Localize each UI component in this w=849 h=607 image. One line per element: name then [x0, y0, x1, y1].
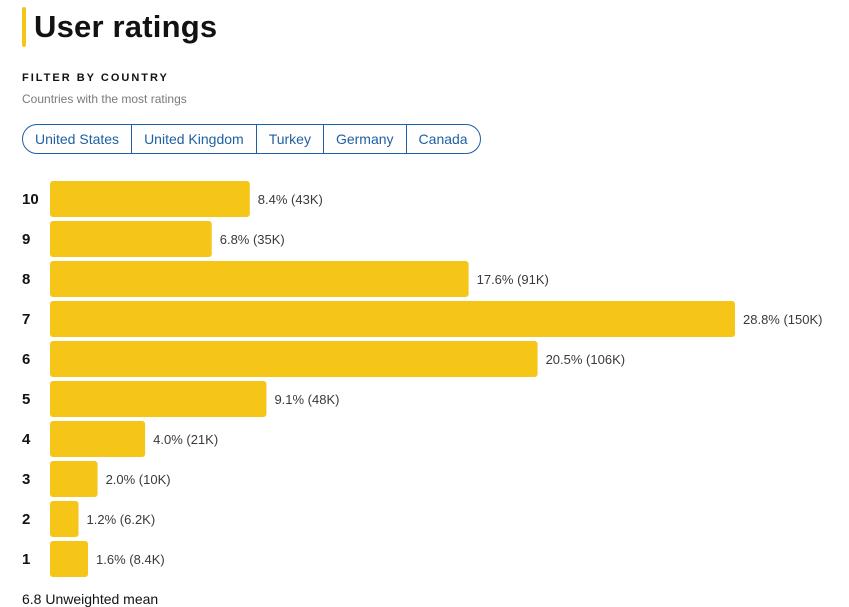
page-title: User ratings — [34, 9, 218, 44]
rating-value-label-6: 20.5% (106K) — [546, 352, 626, 367]
rating-bar-7 — [50, 301, 735, 337]
rating-bar-4 — [50, 421, 146, 457]
rating-value-label-10: 8.4% (43K) — [258, 192, 323, 207]
rating-label-10: 10 — [22, 191, 39, 208]
rating-label-2: 2 — [22, 511, 30, 528]
rating-label-9: 9 — [22, 231, 30, 248]
rating-bar-9 — [50, 221, 212, 257]
country-chip-turkey[interactable]: Turkey — [257, 125, 324, 153]
country-chip-united-kingdom[interactable]: United Kingdom — [132, 125, 257, 153]
rating-bar-8 — [50, 261, 469, 297]
rating-value-label-5: 9.1% (48K) — [274, 392, 339, 407]
country-filter-chips: United States United Kingdom Turkey Germ… — [22, 124, 481, 154]
rating-label-5: 5 — [22, 391, 30, 408]
rating-bar-2 — [50, 501, 79, 537]
rating-value-label-8: 17.6% (91K) — [477, 272, 549, 287]
rating-value-label-2: 1.2% (6.2K) — [87, 512, 156, 527]
section-header: User ratings — [22, 6, 217, 48]
rating-bar-3 — [50, 461, 98, 497]
rating-label-4: 4 — [22, 431, 31, 448]
title-accent-bar — [22, 7, 26, 47]
rating-bar-5 — [50, 381, 267, 417]
filter-subtitle: Countries with the most ratings — [22, 92, 187, 106]
country-chip-canada[interactable]: Canada — [418, 131, 468, 147]
country-chip-united-states[interactable]: United States — [23, 125, 133, 153]
rating-bar-1 — [50, 541, 89, 577]
filter-heading: FILTER BY COUNTRY — [22, 72, 169, 84]
rating-value-label-1: 1.6% (8.4K) — [96, 552, 165, 567]
rating-label-6: 6 — [22, 351, 30, 368]
rating-bar-10 — [50, 181, 250, 217]
rating-bar-6 — [50, 341, 538, 377]
rating-label-3: 3 — [22, 471, 30, 488]
country-chip-germany[interactable]: Germany — [324, 125, 407, 153]
rating-label-7: 7 — [22, 311, 30, 328]
rating-value-label-9: 6.8% (35K) — [220, 232, 285, 247]
rating-label-8: 8 — [22, 271, 30, 288]
rating-value-label-4: 4.0% (21K) — [153, 432, 218, 447]
rating-value-label-7: 28.8% (150K) — [743, 312, 823, 327]
rating-value-label-3: 2.0% (10K) — [106, 472, 171, 487]
rating-label-1: 1 — [22, 551, 30, 568]
unweighted-mean: 6.8 Unweighted mean — [22, 591, 159, 607]
